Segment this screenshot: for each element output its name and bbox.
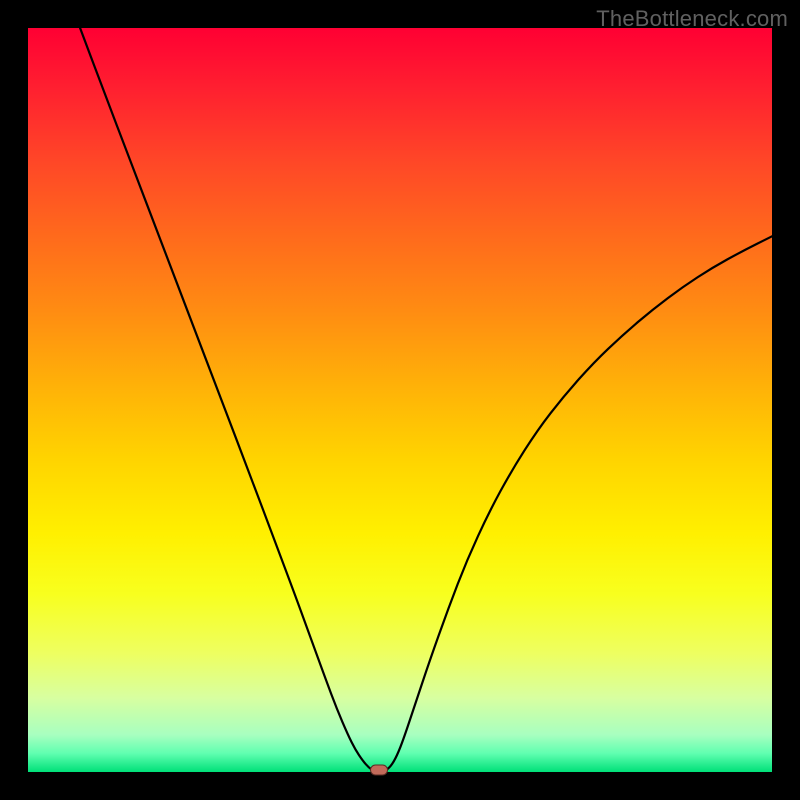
chart-container: TheBottleneck.com [0, 0, 800, 800]
plot-area [28, 28, 772, 772]
watermark-text: TheBottleneck.com [596, 6, 788, 32]
optimum-marker [370, 764, 388, 775]
bottleneck-curve [28, 28, 772, 772]
